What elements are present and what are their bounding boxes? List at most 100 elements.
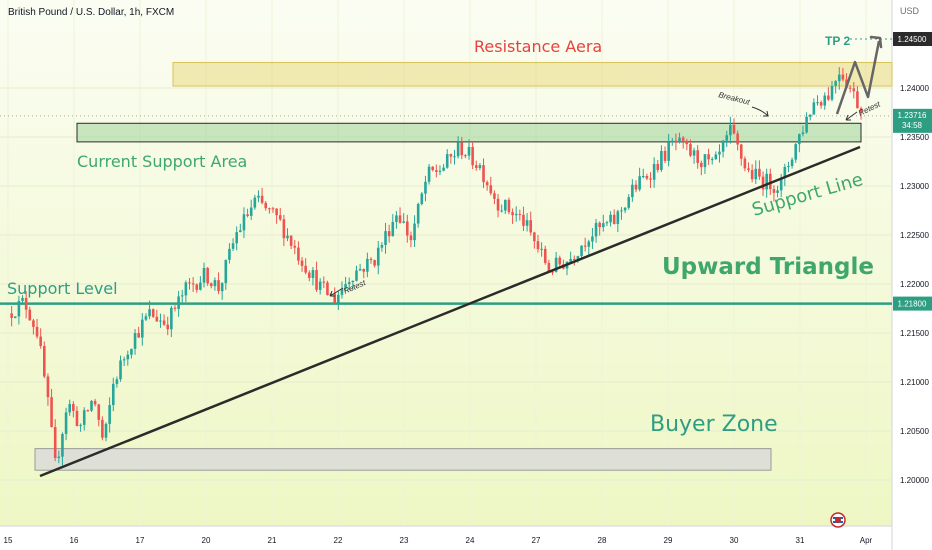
candle-body — [689, 144, 692, 156]
candle-body — [485, 182, 489, 186]
candle-body — [649, 178, 652, 180]
candle-body — [376, 247, 380, 266]
candle-body — [823, 95, 827, 106]
candle-body — [816, 102, 819, 104]
candle-body — [13, 316, 17, 318]
candle — [199, 276, 202, 291]
candle — [304, 258, 307, 275]
candle — [790, 157, 794, 169]
candle — [46, 373, 50, 406]
candle — [151, 308, 155, 318]
candle — [616, 209, 620, 233]
candle — [406, 214, 409, 243]
candle-body — [594, 222, 598, 237]
candle-body — [525, 220, 529, 226]
candle-body — [133, 333, 137, 349]
candle — [61, 432, 64, 466]
candle — [344, 276, 347, 292]
candle-body — [856, 91, 859, 109]
candle-body — [798, 134, 801, 145]
candle-body — [718, 151, 721, 155]
candle — [801, 125, 805, 137]
candle — [641, 168, 645, 179]
candle-body — [75, 410, 79, 426]
candle-body — [93, 400, 97, 405]
candle — [32, 318, 35, 335]
candle-body — [819, 102, 823, 106]
candle-body — [504, 199, 507, 211]
candle — [264, 201, 268, 211]
candle — [355, 265, 358, 282]
candle — [649, 172, 652, 188]
support-level-label: Support Level — [7, 279, 118, 298]
candle-body — [137, 333, 140, 338]
candle-body — [275, 208, 278, 216]
candle-body — [358, 269, 362, 271]
candle-body — [834, 81, 837, 86]
support-tag-text: 1.21800 — [898, 300, 927, 309]
time-axis-panel[interactable] — [0, 526, 892, 550]
candle — [184, 280, 188, 303]
candle-body — [126, 354, 130, 360]
candle-body — [249, 207, 253, 216]
candle-body — [406, 221, 409, 236]
candle — [547, 259, 551, 273]
candle — [721, 139, 725, 158]
price-tick-label: 1.21000 — [900, 378, 929, 387]
candle-body — [162, 320, 166, 325]
candle-body — [431, 166, 435, 171]
candle — [681, 136, 685, 149]
candle — [732, 118, 736, 135]
candle — [358, 263, 362, 271]
candle — [13, 316, 17, 319]
candle — [670, 138, 674, 146]
candle-body — [634, 184, 638, 190]
candle-body — [547, 262, 551, 272]
candle — [627, 194, 631, 210]
candle-body — [86, 410, 90, 412]
candle — [667, 134, 670, 167]
candle — [307, 270, 311, 282]
candle-body — [536, 241, 540, 250]
candle — [191, 277, 195, 293]
candle-body — [467, 146, 471, 156]
candle — [620, 207, 623, 220]
candle — [108, 397, 111, 433]
candle-body — [493, 193, 496, 199]
price-axis-panel[interactable] — [892, 0, 932, 550]
candle — [485, 180, 489, 191]
candle — [289, 235, 293, 250]
candle-body — [61, 433, 64, 457]
price-tick-label: 1.23000 — [900, 182, 929, 191]
time-tick-label: Apr — [860, 536, 873, 545]
candle-body — [511, 212, 514, 216]
price-tick-label: 1.23500 — [900, 133, 929, 142]
candle — [177, 290, 180, 317]
candle — [794, 143, 798, 163]
time-tick-label: 31 — [796, 536, 805, 545]
candle — [326, 280, 329, 296]
candle-body — [228, 248, 231, 260]
time-tick-label: 15 — [4, 536, 13, 545]
candle — [159, 313, 162, 328]
candle-body — [202, 267, 206, 283]
candle-body — [282, 219, 286, 239]
candle — [75, 406, 79, 427]
candle-body — [293, 245, 297, 248]
candle — [460, 137, 464, 160]
candle-body — [101, 419, 104, 438]
candle — [148, 300, 151, 320]
candle — [580, 245, 583, 260]
candle-body — [522, 214, 525, 226]
candle-body — [366, 258, 369, 272]
flag-icon[interactable] — [830, 512, 846, 528]
time-tick-label: 20 — [202, 536, 211, 545]
triangle-support-line — [39, 145, 861, 478]
candle-body — [540, 248, 543, 250]
candle — [823, 92, 827, 110]
candle-body — [812, 102, 816, 115]
candle-body — [21, 298, 24, 301]
candle — [235, 226, 238, 251]
